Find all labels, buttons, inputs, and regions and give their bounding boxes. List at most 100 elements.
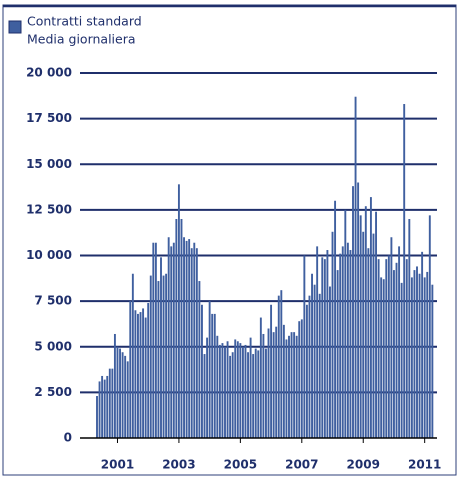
bar (344, 209, 347, 438)
x-tick-label: 2009 (347, 458, 380, 472)
bar (108, 368, 111, 438)
bar (369, 197, 372, 438)
bar (288, 335, 290, 438)
bar (142, 308, 145, 438)
bar (98, 381, 101, 438)
bar (311, 273, 313, 438)
bar (162, 275, 165, 438)
bar (393, 270, 395, 438)
bar (126, 361, 129, 438)
bar (357, 182, 360, 438)
bar (101, 375, 104, 438)
bar (321, 257, 324, 438)
y-tick-label: 2 500 (34, 385, 72, 399)
bar (116, 346, 119, 438)
bar (139, 312, 142, 438)
bar (428, 215, 431, 438)
bar (131, 273, 134, 438)
bar (129, 301, 132, 438)
bar (206, 337, 209, 438)
bar (175, 219, 178, 438)
bar (431, 284, 434, 438)
bar (257, 350, 260, 438)
bar (316, 246, 319, 438)
bar (239, 343, 242, 438)
bar (177, 184, 180, 438)
bar (280, 290, 283, 438)
bar (380, 277, 383, 438)
bar (308, 295, 311, 438)
legend-label: Contratti standard (27, 14, 142, 29)
bar (395, 262, 398, 438)
bar (408, 219, 411, 438)
bar (249, 337, 252, 438)
bar (331, 231, 334, 438)
bar (346, 242, 349, 438)
bar (160, 257, 162, 438)
bar (336, 270, 339, 438)
bar (341, 246, 344, 438)
y-tick-label: 20 000 (26, 66, 72, 80)
bar (265, 348, 267, 438)
bar (323, 259, 326, 438)
bar (318, 293, 321, 438)
bar (154, 242, 157, 438)
bar (103, 379, 106, 438)
bar (211, 313, 214, 438)
bar (352, 186, 354, 438)
bar (382, 279, 385, 438)
bar (277, 295, 280, 438)
bar (226, 341, 229, 438)
bar (423, 277, 426, 438)
bar (234, 339, 237, 438)
bar (180, 219, 183, 438)
bar (403, 104, 406, 439)
bar (147, 302, 150, 438)
legend-swatch (8, 20, 22, 34)
bar (416, 266, 418, 438)
y-tick-label: 7 500 (34, 294, 72, 308)
bar (201, 304, 203, 438)
bar (377, 259, 380, 438)
bar (244, 344, 247, 438)
bar (272, 332, 275, 438)
bar (185, 240, 188, 438)
bar (362, 231, 365, 438)
bar (326, 250, 329, 438)
bar (290, 332, 293, 438)
bar (224, 346, 226, 438)
bar (390, 237, 393, 438)
bar (349, 250, 352, 438)
bar (285, 339, 288, 438)
bar (165, 273, 168, 438)
bar (213, 313, 216, 438)
bar (275, 326, 278, 438)
bar (229, 355, 232, 438)
x-tick-label: 2007 (285, 458, 318, 472)
bar (375, 211, 377, 438)
bar (410, 277, 413, 438)
bar (113, 333, 116, 438)
y-tick-label: 12 500 (26, 202, 72, 216)
bar (119, 348, 121, 438)
subtitle: Media giornaliera (27, 32, 136, 47)
x-tick-label: 2005 (224, 458, 257, 472)
y-tick-label: 15 000 (26, 157, 72, 171)
bar (216, 335, 219, 438)
bar (247, 352, 249, 438)
bar (111, 368, 114, 438)
bar (400, 282, 403, 438)
bar (282, 324, 285, 438)
bar (293, 332, 296, 438)
bar (305, 304, 308, 438)
y-tick-label: 5 000 (34, 339, 72, 353)
bar (190, 248, 193, 438)
bar (387, 255, 390, 438)
bar (298, 321, 301, 438)
bar (203, 354, 206, 438)
bar (252, 354, 255, 438)
y-tick-label: 10 000 (26, 248, 72, 262)
bar (421, 251, 424, 438)
bar (149, 275, 152, 438)
